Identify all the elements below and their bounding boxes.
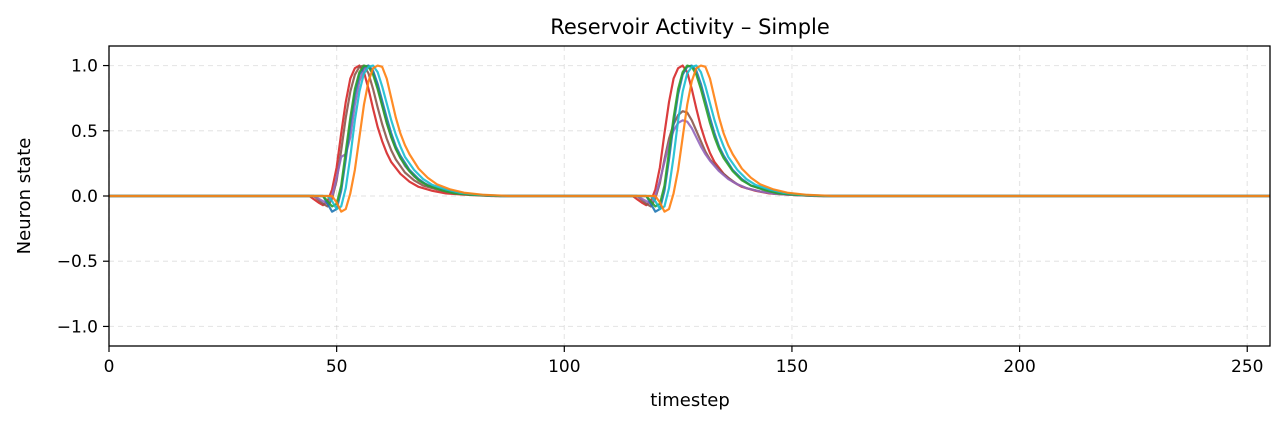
- series-layer: [109, 64, 1270, 213]
- x-axis-label: timestep: [650, 390, 730, 411]
- series-line-3: [109, 64, 1270, 205]
- x-tick-label: 50: [326, 357, 348, 377]
- series-line-6: [109, 64, 1270, 211]
- x-tick-label: 100: [548, 357, 580, 377]
- axes-layer: 0 50 100 150 200 250 1.0 0.5 0.0 −0.5 −1.0: [57, 45, 1271, 377]
- y-axis-label: Neuron state: [14, 138, 35, 255]
- y-tick-label: −1.0: [57, 317, 98, 337]
- x-tick-label: 0: [104, 357, 115, 377]
- series-line-7: [109, 64, 1270, 213]
- series-line-2: [109, 64, 1270, 208]
- y-tick-label: 0.0: [71, 187, 98, 207]
- series-line-5: [109, 64, 1270, 208]
- y-tick-label: 1.0: [71, 57, 98, 77]
- x-tick-label: 250: [1231, 357, 1263, 377]
- y-tick-label: 0.5: [71, 122, 98, 142]
- chart-title: Reservoir Activity – Simple: [550, 15, 830, 39]
- x-tick-label: 200: [1003, 357, 1035, 377]
- x-tick-label: 150: [776, 357, 808, 377]
- series-line-1: [109, 64, 1270, 207]
- y-tick-label: −0.5: [57, 252, 98, 272]
